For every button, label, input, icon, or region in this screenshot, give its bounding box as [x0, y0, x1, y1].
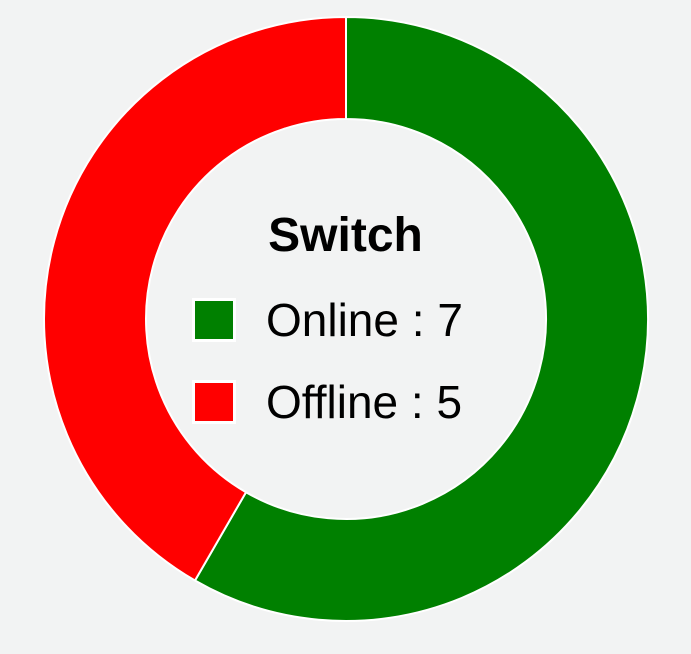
legend-label-online: Online : 7 — [266, 293, 463, 347]
legend-value-offline: 5 — [436, 376, 463, 428]
legend-category-offline: Offline — [266, 376, 399, 428]
donut-slice-offline — [42, 15, 347, 582]
legend: Online : 7 Offline : 5 — [192, 290, 463, 454]
legend-swatch-online — [192, 298, 236, 342]
chart-title: Switch — [268, 209, 423, 262]
legend-item-offline: Offline : 5 — [192, 372, 463, 432]
legend-separator-offline: : — [398, 376, 437, 428]
legend-category-online: Online — [266, 294, 399, 346]
legend-label-offline: Offline : 5 — [266, 375, 462, 429]
legend-separator-online: : — [398, 294, 438, 346]
legend-item-online: Online : 7 — [192, 290, 463, 350]
donut-slices — [42, 15, 649, 622]
legend-value-online: 7 — [437, 294, 463, 346]
legend-swatch-offline — [192, 380, 236, 424]
donut-slice-online — [193, 15, 649, 622]
